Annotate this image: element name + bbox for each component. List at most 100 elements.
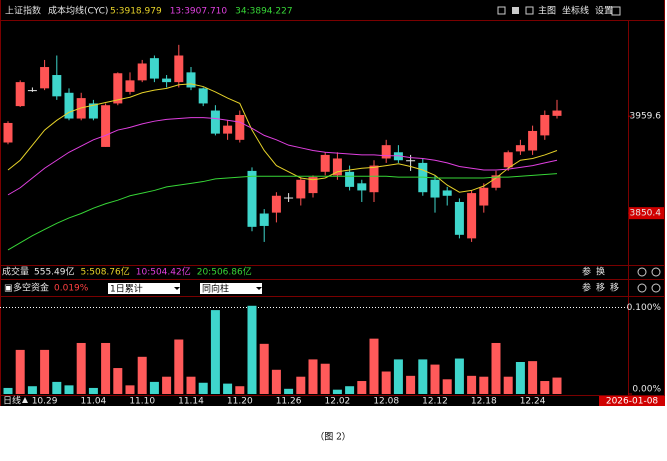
candle-body bbox=[381, 145, 391, 159]
bar bbox=[345, 386, 355, 394]
bar bbox=[15, 349, 25, 394]
bar bbox=[442, 379, 452, 394]
x-tick-label: 12.08 bbox=[373, 397, 399, 407]
icon[interactable] bbox=[611, 6, 621, 16]
icon[interactable] bbox=[512, 7, 519, 14]
candle-body bbox=[210, 110, 220, 134]
bar bbox=[40, 349, 50, 394]
average-line bbox=[7, 173, 558, 251]
bar bbox=[454, 358, 464, 394]
x-tick-label: 12.02 bbox=[325, 397, 351, 407]
volume-value: 20:506.86亿 bbox=[197, 266, 252, 278]
bar bbox=[418, 359, 428, 394]
dropdown-label[interactable]: 1日累计 bbox=[110, 283, 143, 295]
bar bbox=[503, 376, 513, 394]
bar bbox=[3, 387, 13, 394]
candle-body bbox=[479, 187, 489, 206]
candle-body bbox=[15, 82, 25, 107]
candle-body bbox=[357, 183, 367, 191]
y-tick-label: 0.100% bbox=[627, 303, 662, 313]
volume-label: 成交量 bbox=[2, 266, 29, 278]
icon[interactable] bbox=[497, 6, 506, 15]
bar bbox=[479, 376, 489, 394]
y-tick-label: 3959.6 bbox=[630, 112, 662, 122]
x-tick-label: 11.04 bbox=[81, 397, 107, 407]
bar bbox=[393, 359, 403, 394]
candle-body bbox=[247, 170, 257, 227]
bar bbox=[406, 375, 416, 394]
x-tick-label: 12.18 bbox=[471, 397, 497, 407]
candle-body bbox=[223, 125, 233, 134]
zoom-icon[interactable] bbox=[637, 267, 647, 277]
panel-button[interactable]: 参 bbox=[582, 266, 591, 278]
toolbar-button[interactable]: 设置 bbox=[595, 6, 613, 17]
candle-body bbox=[284, 197, 294, 199]
bar bbox=[357, 381, 367, 394]
candle-body bbox=[88, 103, 98, 119]
average-line bbox=[7, 117, 558, 196]
indicator-name: 成本均线(CYC) bbox=[48, 5, 108, 17]
candle-body bbox=[528, 130, 538, 151]
candle-body bbox=[40, 67, 50, 89]
bar bbox=[320, 363, 330, 394]
dropdown-label[interactable]: 同向柱 bbox=[202, 283, 229, 295]
bar bbox=[296, 376, 306, 394]
bar bbox=[198, 382, 208, 394]
candle-body bbox=[186, 72, 196, 88]
panel-button[interactable]: 移 bbox=[610, 282, 619, 294]
bar bbox=[491, 342, 501, 394]
tick-highlight bbox=[629, 207, 664, 220]
candle-body bbox=[515, 145, 525, 152]
toolbar-icons bbox=[497, 6, 621, 16]
zoom-icon[interactable] bbox=[651, 283, 661, 293]
panel-button[interactable]: 换 bbox=[596, 266, 605, 278]
bar bbox=[552, 377, 562, 394]
symbol: 上证指数 bbox=[5, 5, 41, 17]
bar bbox=[52, 381, 62, 394]
zoom-icon[interactable] bbox=[651, 267, 661, 277]
period-arrow bbox=[22, 397, 28, 403]
candle-body bbox=[198, 88, 208, 104]
candle-body bbox=[454, 201, 464, 235]
bar bbox=[284, 388, 294, 394]
panel-title: 多空资金 bbox=[13, 282, 49, 294]
candle-body bbox=[174, 55, 184, 83]
bar bbox=[247, 305, 257, 394]
x-tick-label: 11.10 bbox=[129, 397, 155, 407]
x-tick-label: 10.29 bbox=[32, 397, 58, 407]
candle-body bbox=[101, 105, 111, 147]
bar bbox=[332, 389, 342, 394]
candle-body bbox=[137, 63, 147, 81]
y-tick-label: 3850.4 bbox=[630, 209, 662, 219]
bar bbox=[125, 385, 135, 394]
dropdown[interactable] bbox=[108, 283, 180, 294]
caption: （图 2） bbox=[315, 432, 351, 443]
bar bbox=[308, 359, 318, 394]
bar bbox=[235, 386, 245, 394]
panel-icon: ▣ bbox=[4, 284, 13, 294]
candle-body bbox=[308, 177, 318, 194]
candle-body bbox=[345, 171, 355, 187]
toolbar-button[interactable]: 主图 bbox=[538, 5, 556, 17]
bar bbox=[369, 338, 379, 394]
candle-body bbox=[406, 160, 416, 162]
bar bbox=[430, 364, 440, 394]
panel-subtitle: 0.019% bbox=[54, 284, 89, 294]
icon[interactable] bbox=[525, 6, 534, 15]
period[interactable]: 日线 bbox=[3, 395, 21, 407]
panel-frames bbox=[0, 0, 665, 406]
candle-body bbox=[540, 114, 550, 136]
bar bbox=[76, 342, 86, 394]
dropdown[interactable] bbox=[200, 283, 262, 294]
panel-button[interactable]: 移 bbox=[596, 282, 605, 294]
bar bbox=[174, 339, 184, 394]
x-tick-label: 12.12 bbox=[422, 397, 448, 407]
x-tick-label: 11.26 bbox=[276, 397, 302, 407]
panel-button[interactable]: 参 bbox=[582, 282, 591, 294]
candle-body bbox=[27, 90, 37, 92]
toolbar-button[interactable]: 坐标线 bbox=[562, 5, 589, 17]
bar bbox=[528, 361, 538, 394]
volume-value: 5:508.76亿 bbox=[81, 266, 130, 278]
zoom-icon[interactable] bbox=[637, 283, 647, 293]
legend-entry: 13:3907.710 bbox=[170, 7, 228, 17]
